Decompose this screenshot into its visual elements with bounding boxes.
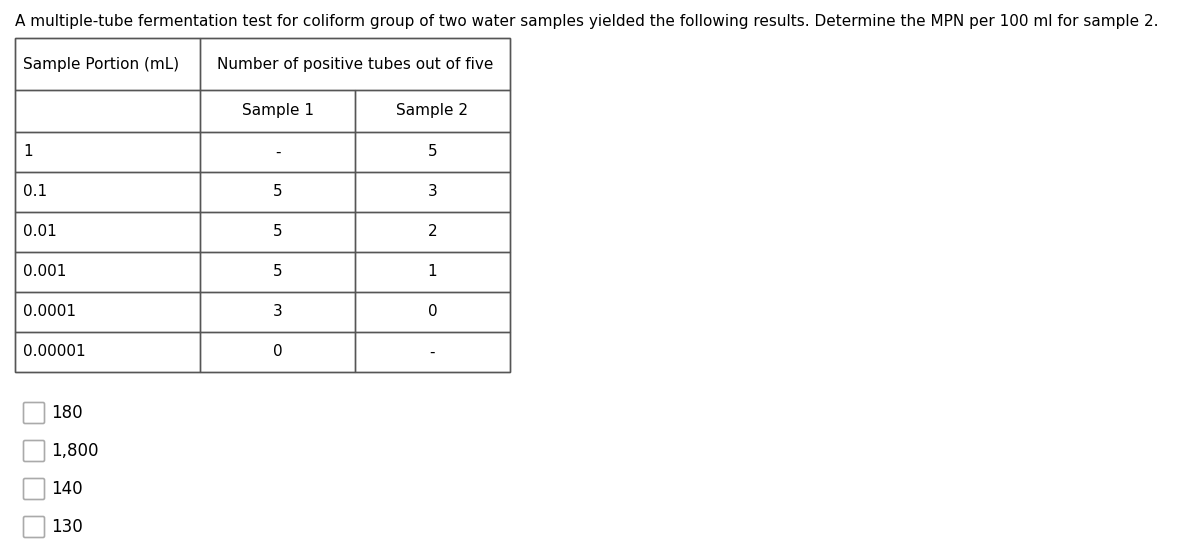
Bar: [200, 212, 355, 252]
Text: 180: 180: [50, 404, 83, 422]
Bar: [14, 38, 200, 90]
Bar: [200, 38, 510, 90]
Text: 0.1: 0.1: [23, 185, 47, 199]
Bar: [14, 132, 200, 172]
Text: Sample Portion (mL): Sample Portion (mL): [23, 57, 179, 72]
Text: Number of positive tubes out of five: Number of positive tubes out of five: [217, 57, 493, 72]
Bar: [200, 90, 355, 132]
Bar: [14, 332, 200, 372]
Text: -: -: [275, 144, 281, 159]
Text: 1: 1: [427, 264, 437, 279]
Text: 0.01: 0.01: [23, 224, 56, 240]
Bar: [14, 38, 510, 372]
Text: 0: 0: [427, 305, 437, 320]
Bar: [14, 212, 200, 252]
Bar: [200, 292, 355, 332]
Text: -: -: [430, 344, 436, 359]
Text: 1,800: 1,800: [50, 442, 98, 460]
Text: 0.001: 0.001: [23, 264, 66, 279]
Bar: [14, 252, 200, 292]
Text: 0.00001: 0.00001: [23, 344, 85, 359]
Text: 130: 130: [50, 518, 83, 536]
Text: 0: 0: [272, 344, 282, 359]
Bar: [355, 212, 510, 252]
Text: Sample 1: Sample 1: [241, 104, 313, 118]
Bar: [200, 172, 355, 212]
Bar: [14, 90, 200, 132]
Bar: [200, 332, 355, 372]
Bar: [355, 252, 510, 292]
Text: 5: 5: [272, 264, 282, 279]
Text: 5: 5: [427, 144, 437, 159]
Bar: [355, 90, 510, 132]
Bar: [200, 132, 355, 172]
Bar: [355, 292, 510, 332]
Text: 3: 3: [427, 185, 437, 199]
Text: 3: 3: [272, 305, 282, 320]
Bar: [355, 332, 510, 372]
Bar: [14, 172, 200, 212]
Text: 5: 5: [272, 185, 282, 199]
Text: 5: 5: [272, 224, 282, 240]
Text: 140: 140: [50, 480, 83, 498]
Text: A multiple-tube fermentation test for coliform group of two water samples yielde: A multiple-tube fermentation test for co…: [14, 14, 1158, 29]
Text: 1: 1: [23, 144, 32, 159]
Text: Sample 2: Sample 2: [396, 104, 468, 118]
Bar: [14, 292, 200, 332]
Text: 2: 2: [427, 224, 437, 240]
Text: 0.0001: 0.0001: [23, 305, 76, 320]
Bar: [355, 132, 510, 172]
Bar: [355, 172, 510, 212]
Bar: [200, 252, 355, 292]
